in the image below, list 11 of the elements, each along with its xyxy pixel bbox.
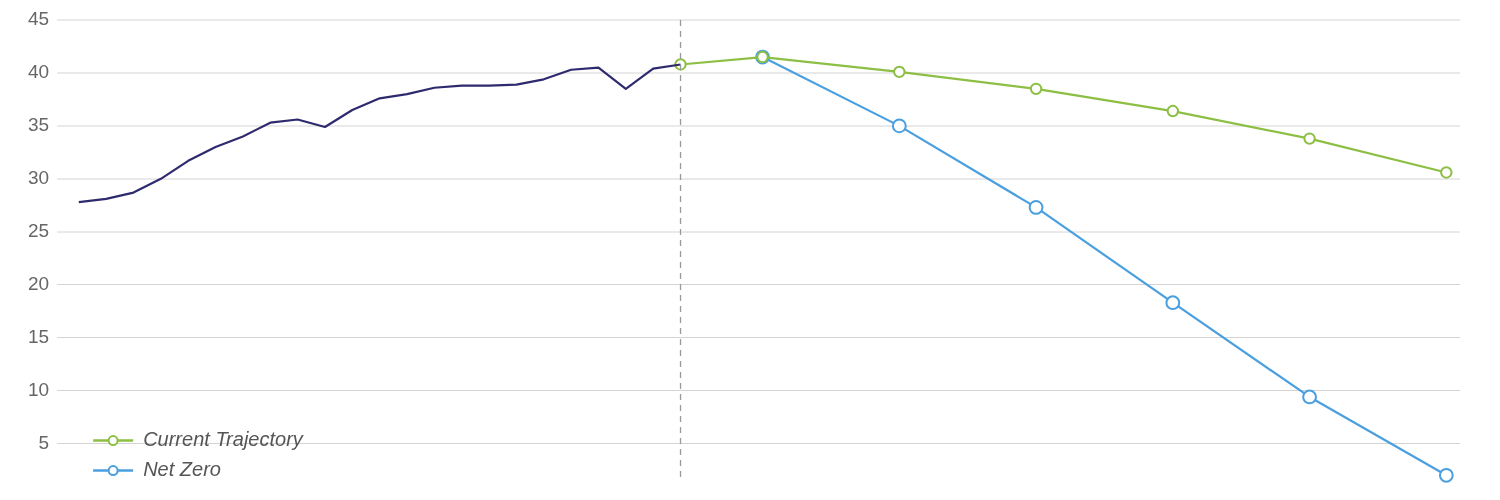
y-tick-label: 20 bbox=[27, 272, 50, 294]
y-tick-label: 15 bbox=[27, 325, 50, 347]
legend-label: Current Trajectory bbox=[143, 428, 304, 451]
y-tick-label: 30 bbox=[27, 167, 50, 189]
y-tick-label: 45 bbox=[27, 8, 50, 30]
y-tick-label: 10 bbox=[27, 378, 50, 400]
y-tick-label: 35 bbox=[27, 114, 50, 136]
y-tick-label: 25 bbox=[27, 220, 50, 241]
y-tick-label: 5 bbox=[38, 431, 50, 453]
y-tick-label: 40 bbox=[27, 61, 50, 83]
legend-label: Net Zero bbox=[143, 458, 221, 481]
